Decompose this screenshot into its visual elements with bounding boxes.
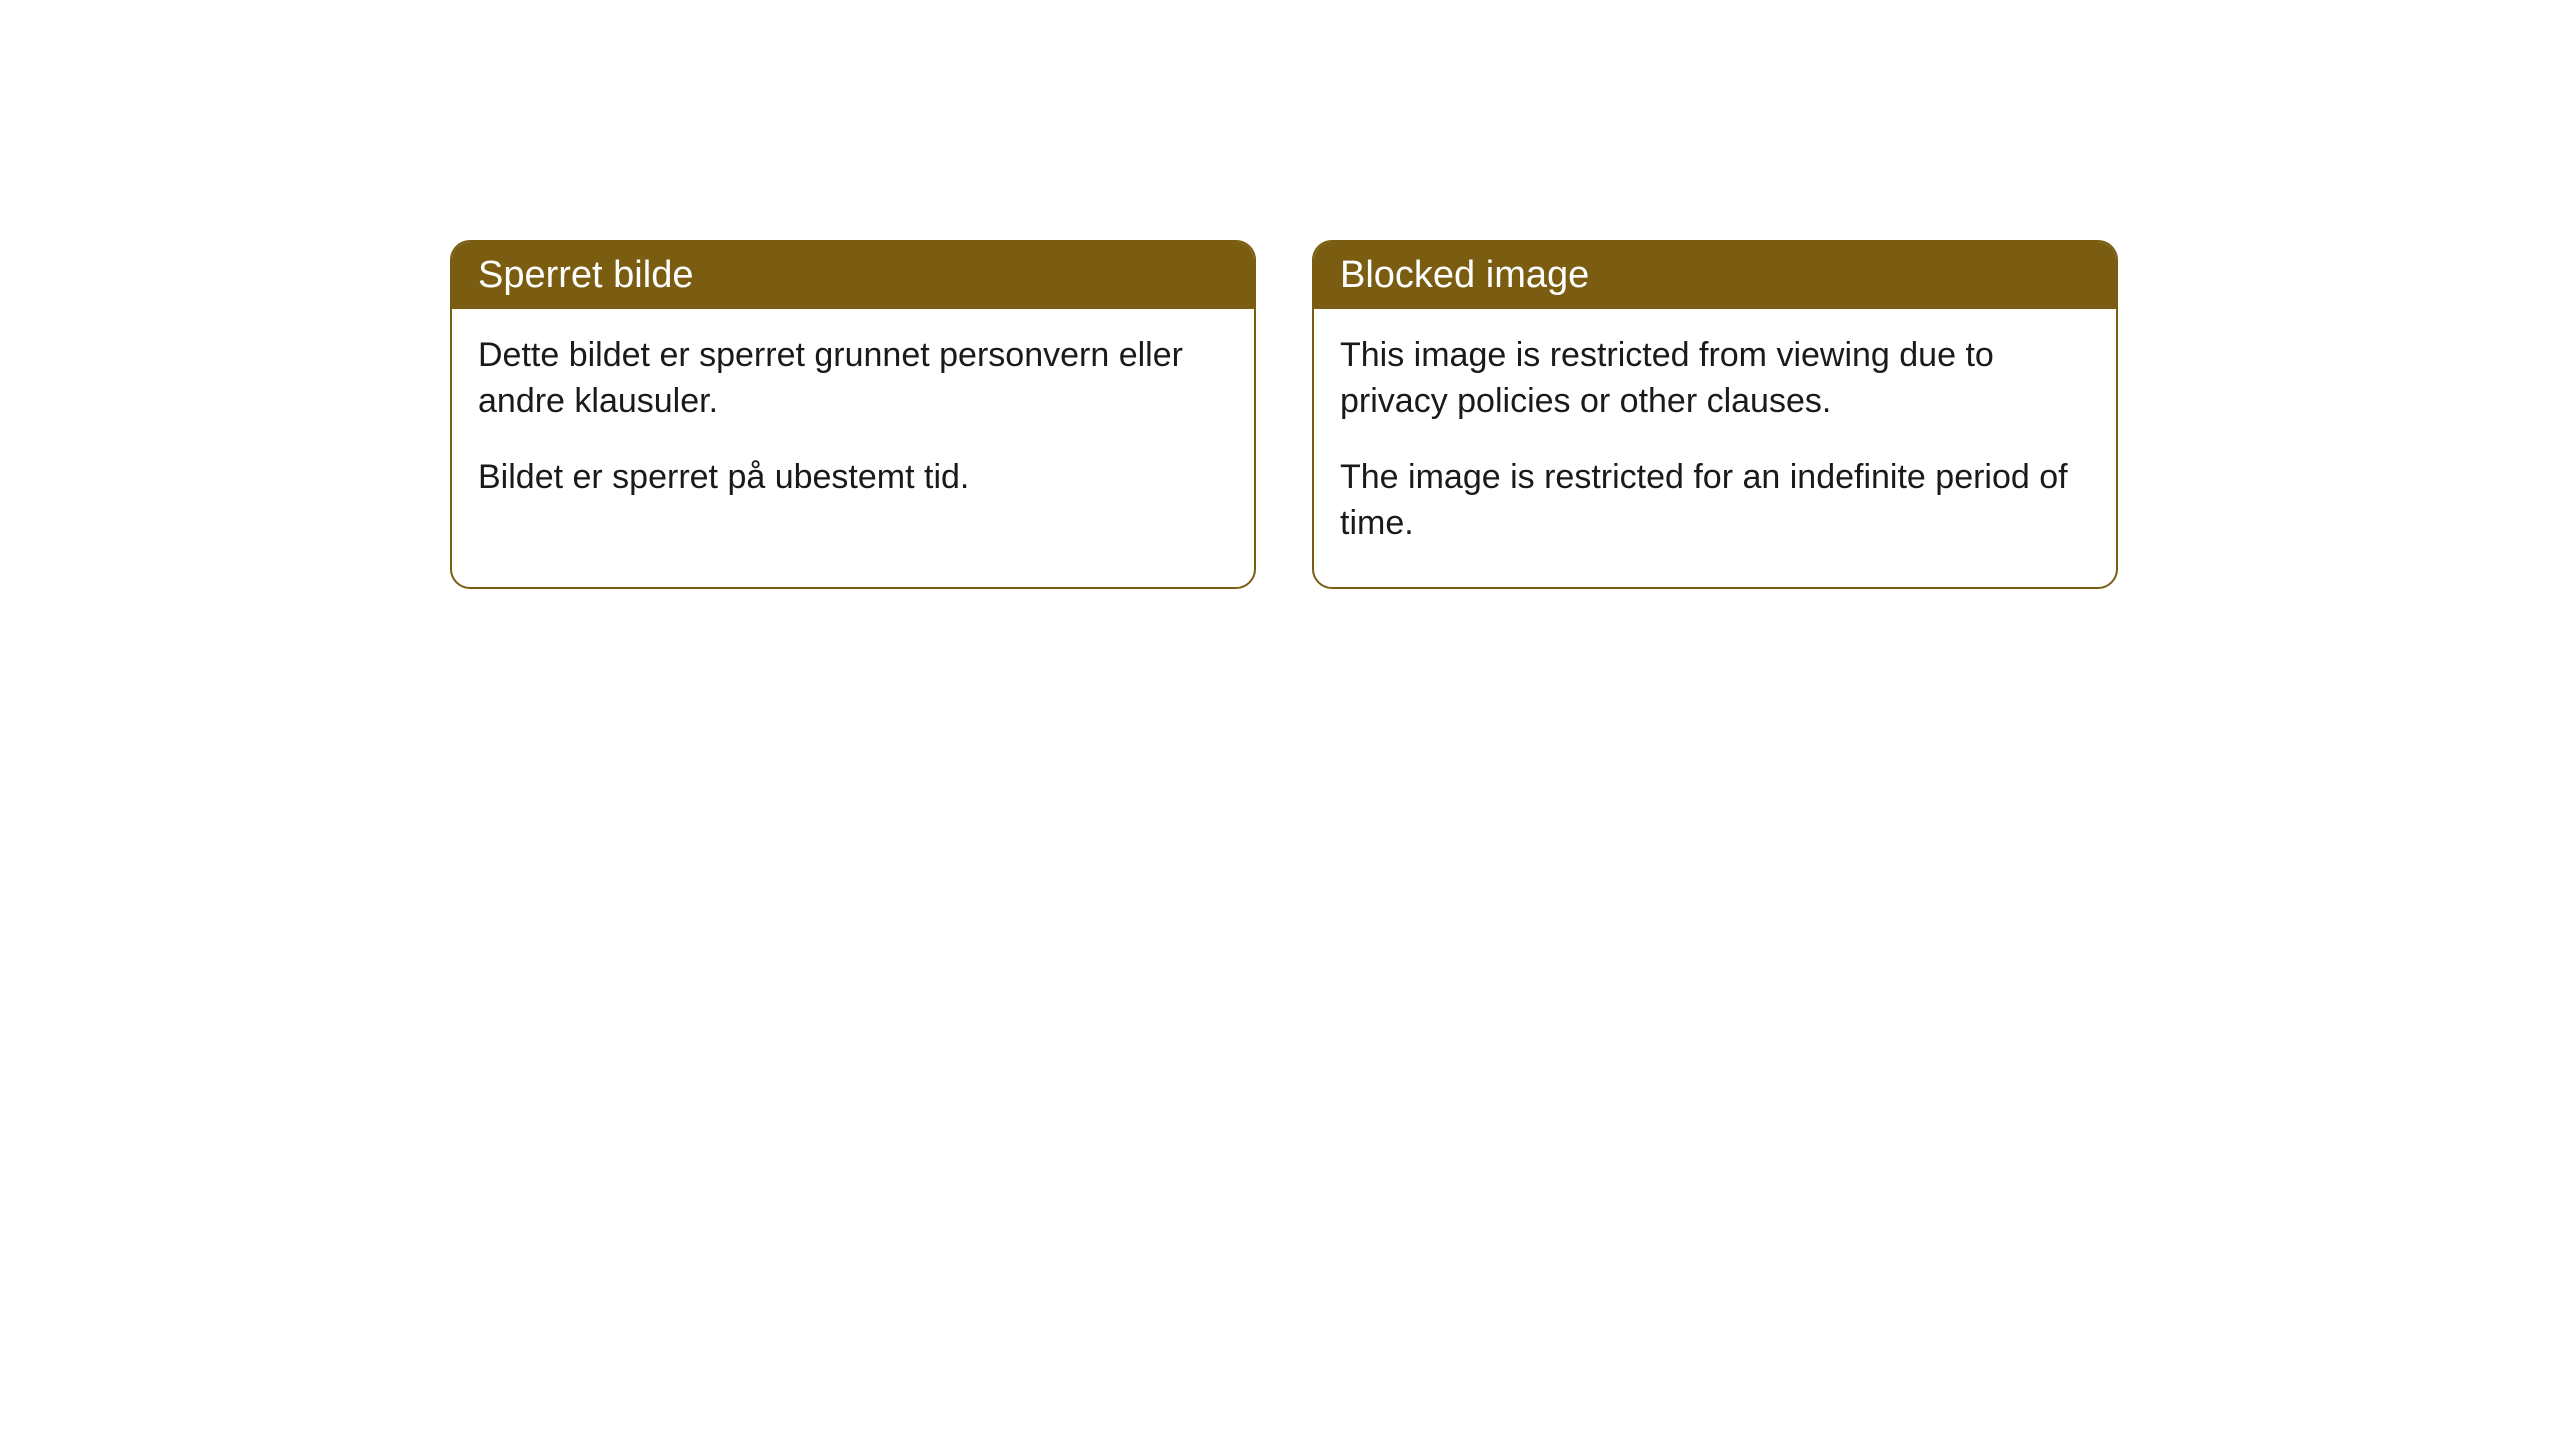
notice-card-paragraph: Bildet er sperret på ubestemt tid. (478, 455, 1228, 501)
notice-card-english: Blocked image This image is restricted f… (1312, 240, 2118, 589)
notice-card-norwegian: Sperret bilde Dette bildet er sperret gr… (450, 240, 1256, 589)
notice-card-paragraph: The image is restricted for an indefinit… (1340, 455, 2090, 547)
notice-container: Sperret bilde Dette bildet er sperret gr… (0, 0, 2560, 589)
notice-card-body: Dette bildet er sperret grunnet personve… (452, 309, 1254, 541)
notice-card-title: Blocked image (1314, 242, 2116, 309)
notice-card-body: This image is restricted from viewing du… (1314, 309, 2116, 587)
notice-card-paragraph: Dette bildet er sperret grunnet personve… (478, 333, 1228, 425)
notice-card-paragraph: This image is restricted from viewing du… (1340, 333, 2090, 425)
notice-card-title: Sperret bilde (452, 242, 1254, 309)
